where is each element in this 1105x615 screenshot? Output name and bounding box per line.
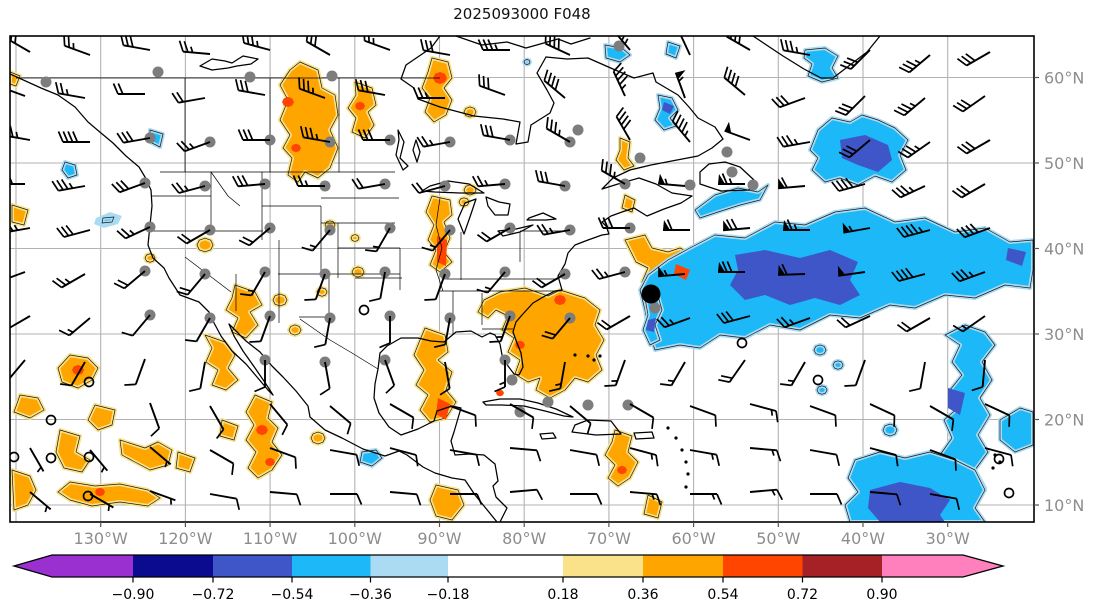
colorbar-segment — [370, 555, 448, 577]
lon-tick-label: 130°W — [74, 529, 129, 548]
colorbar-tick-label: 0.54 — [707, 587, 738, 603]
lon-tick-label: 90°W — [417, 529, 461, 548]
lat-tick-label: 60°N — [1044, 69, 1084, 88]
plot-title: 2025093000 F048 — [453, 5, 590, 23]
colorbar-segment — [292, 555, 371, 577]
colorbar-segment — [563, 555, 643, 577]
colorbar-segment — [882, 555, 1003, 577]
lat-tick-label: 20°N — [1044, 411, 1084, 430]
colorbar-tick-label: 0.36 — [627, 587, 658, 603]
colorbar-tick-label: 0.72 — [787, 587, 818, 603]
calm-wind-circles — [10, 304, 1015, 502]
island-dots — [573, 353, 1002, 489]
colorbar: −0.90 −0.72 −0.54 −0.36 −0.18 0.18 0.36 0.54 0.7… — [11, 554, 1006, 603]
lon-tick-label: 50°W — [756, 529, 800, 548]
colorbar-tick-label: −0.54 — [271, 587, 314, 603]
lon-tick-label: 60°W — [672, 529, 716, 548]
axis-tick-labels: 130°W 120°W 110°W 100°W 90°W 80°W 70°W 60°W 50°W… — [74, 69, 1085, 549]
lon-tick-label: 120°W — [158, 529, 213, 548]
colorbar-tick-label: −0.72 — [192, 587, 235, 603]
colorbar-segment — [723, 555, 803, 577]
station-dots — [40, 40, 759, 418]
lon-tick-label: 70°W — [587, 529, 631, 548]
lat-tick-label: 40°N — [1044, 240, 1084, 259]
storm-position-marker — [641, 284, 661, 304]
lon-tick-label: 110°W — [243, 529, 298, 548]
colorbar-tick-label: 0.90 — [866, 587, 897, 603]
colorbar-tick-label: −0.90 — [112, 587, 155, 603]
colorbar-tick-label: −0.36 — [349, 587, 392, 603]
lon-tick-label: 100°W — [328, 529, 383, 548]
lat-tick-label: 10°N — [1044, 496, 1084, 515]
wind-barbs — [10, 36, 1014, 513]
lon-tick-label: 40°W — [841, 529, 885, 548]
state-borders — [16, 77, 575, 370]
lat-tick-label: 50°N — [1044, 154, 1084, 173]
colorbar-segment — [448, 555, 563, 577]
colorbar-tick-label: 0.18 — [547, 587, 578, 603]
lat-tick-label: 30°N — [1044, 325, 1084, 344]
colorbar-segment — [14, 555, 133, 577]
colorbar-segment — [133, 555, 213, 577]
lon-tick-label: 30°W — [926, 529, 970, 548]
lon-tick-label: 80°W — [502, 529, 546, 548]
colorbar-segment — [643, 555, 723, 577]
colorbar-tick-label: −0.18 — [427, 587, 470, 603]
colorbar-segment — [213, 555, 292, 577]
map-area — [10, 36, 1034, 522]
map-frame — [9, 35, 1035, 523]
colorbar-segment — [802, 555, 882, 577]
colorbar-outline — [11, 554, 1006, 578]
